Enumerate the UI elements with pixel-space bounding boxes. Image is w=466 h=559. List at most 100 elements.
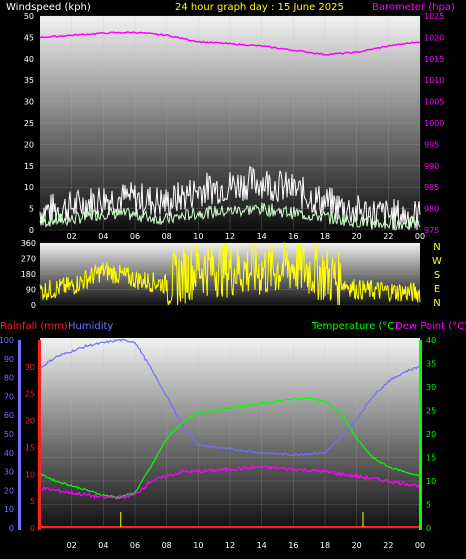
baro-y-tick: 985 <box>424 183 439 192</box>
rain-y-tick: 25 <box>25 390 35 399</box>
barometer-label: Barometer (hpa) <box>372 2 455 13</box>
humidity-series-line <box>39 338 421 457</box>
wind-x-tick: 08 <box>162 232 172 241</box>
windspeed-series-line <box>39 202 421 231</box>
legend-dewpoint: Dew Point (°C) <box>395 321 466 332</box>
humidity-y-tick: 80 <box>4 374 14 383</box>
direction-series-line <box>39 242 421 306</box>
wind-x-tick: 06 <box>130 232 140 241</box>
temp-x-tick: 12 <box>225 541 235 550</box>
wind-y-tick: 45 <box>24 33 34 42</box>
wind-y-tick: 15 <box>24 162 34 171</box>
wind-x-tick: 22 <box>383 232 393 241</box>
compass-label: N <box>433 242 440 253</box>
wind-y-tick: 35 <box>24 76 34 85</box>
temp-y-tick: 20 <box>426 430 436 439</box>
dir-y-tick: 180 <box>21 270 36 279</box>
dir-y-tick: 270 <box>21 255 36 264</box>
wind-y-tick: 0 <box>29 226 34 235</box>
humidity-y-tick: 90 <box>4 355 14 364</box>
baro-y-tick: 1015 <box>424 55 444 64</box>
humidity-y-tick: 100 <box>0 336 14 345</box>
rain-y-tick: 10 <box>25 470 35 479</box>
temp-y-tick: 5 <box>426 501 431 510</box>
wind-x-tick: 12 <box>225 232 235 241</box>
wind-y-tick: 30 <box>24 98 34 107</box>
rain-axis-bar <box>38 340 41 530</box>
temp-y-tick: 10 <box>426 477 436 486</box>
wind-y-tick: 25 <box>24 119 34 128</box>
temp-y-tick: 15 <box>426 454 436 463</box>
temp-x-tick: 16 <box>288 541 298 550</box>
temp-x-tick: 00 <box>415 541 425 550</box>
temp-x-tick: 04 <box>98 541 108 550</box>
rain-y-tick: 0 <box>30 524 35 533</box>
dir-y-tick: 0 <box>31 301 36 310</box>
wind-y-tick: 40 <box>24 55 34 64</box>
humidity-y-tick: 50 <box>4 430 14 439</box>
legend-rainfall: Rainfall (mm) <box>0 321 68 332</box>
temp-y-tick: 0 <box>426 524 431 533</box>
humidity-y-tick: 10 <box>4 505 14 514</box>
baro-y-tick: 1010 <box>424 76 444 85</box>
temp-axis-bar <box>419 340 422 530</box>
temp-y-tick: 35 <box>426 360 436 369</box>
baro-y-tick: 990 <box>424 162 439 171</box>
dir-y-tick: 90 <box>26 286 36 295</box>
temp-x-tick: 06 <box>130 541 140 550</box>
wind-x-tick: 16 <box>288 232 298 241</box>
baro-y-tick: 1025 <box>424 12 444 21</box>
compass-label: N <box>433 298 440 309</box>
windspeed-label: Windspeed (kph) <box>6 2 91 13</box>
temp-x-tick: 08 <box>162 541 172 550</box>
humidity-y-tick: 0 <box>9 524 14 533</box>
wind-y-tick: 5 <box>29 205 34 214</box>
temp-x-tick: 14 <box>257 541 267 550</box>
dewpoint-series-line <box>39 464 421 500</box>
temp-y-tick: 25 <box>426 407 436 416</box>
rain-y-tick: 20 <box>25 417 35 426</box>
wind-x-tick: 00 <box>415 232 425 241</box>
legend-humidity: Humidity <box>68 321 113 332</box>
compass-label: S <box>434 270 440 281</box>
temp-y-tick: 40 <box>426 336 436 345</box>
humidity-y-tick: 20 <box>4 486 14 495</box>
wind-y-tick: 20 <box>24 140 34 149</box>
wind-x-tick: 02 <box>67 232 77 241</box>
baro-y-tick: 1000 <box>424 119 444 128</box>
baro-y-tick: 995 <box>424 140 439 149</box>
compass-label: W <box>432 256 442 267</box>
temp-x-tick: 22 <box>383 541 393 550</box>
barometer-series-line <box>39 31 421 56</box>
baro-y-tick: 1020 <box>424 33 444 42</box>
wind-x-tick: 04 <box>98 232 108 241</box>
temp-x-tick: 18 <box>320 541 330 550</box>
wind-x-tick: 10 <box>193 232 203 241</box>
temp-x-tick: 10 <box>193 541 203 550</box>
rain-y-tick: 15 <box>25 443 35 452</box>
wind-y-tick: 50 <box>24 12 34 21</box>
legend-temperature: Temperature (°C) <box>311 321 398 332</box>
humidity-y-tick: 40 <box>4 449 14 458</box>
humidity-y-tick: 60 <box>4 411 14 420</box>
rain-y-tick: 30 <box>25 363 35 372</box>
temp-y-tick: 30 <box>426 383 436 392</box>
gust-series-line <box>39 165 421 231</box>
humidity-axis-bar <box>18 340 21 530</box>
chart-marks: 0510152025303540455097598098599099510001… <box>0 12 444 550</box>
temperature-series-line <box>39 397 421 499</box>
baro-y-tick: 1005 <box>424 98 444 107</box>
humidity-y-tick: 70 <box>4 392 14 401</box>
temp-x-tick: 02 <box>67 541 77 550</box>
compass-label: E <box>434 284 440 295</box>
dir-y-tick: 360 <box>21 239 36 248</box>
wind-x-tick: 20 <box>352 232 362 241</box>
humidity-y-tick: 30 <box>4 468 14 477</box>
chart-title: 24 hour graph day : 15 June 2025 <box>175 2 344 13</box>
baro-y-tick: 975 <box>424 226 439 235</box>
wind-x-tick: 18 <box>320 232 330 241</box>
temp-x-tick: 20 <box>352 541 362 550</box>
rain-y-tick: 5 <box>30 497 35 506</box>
